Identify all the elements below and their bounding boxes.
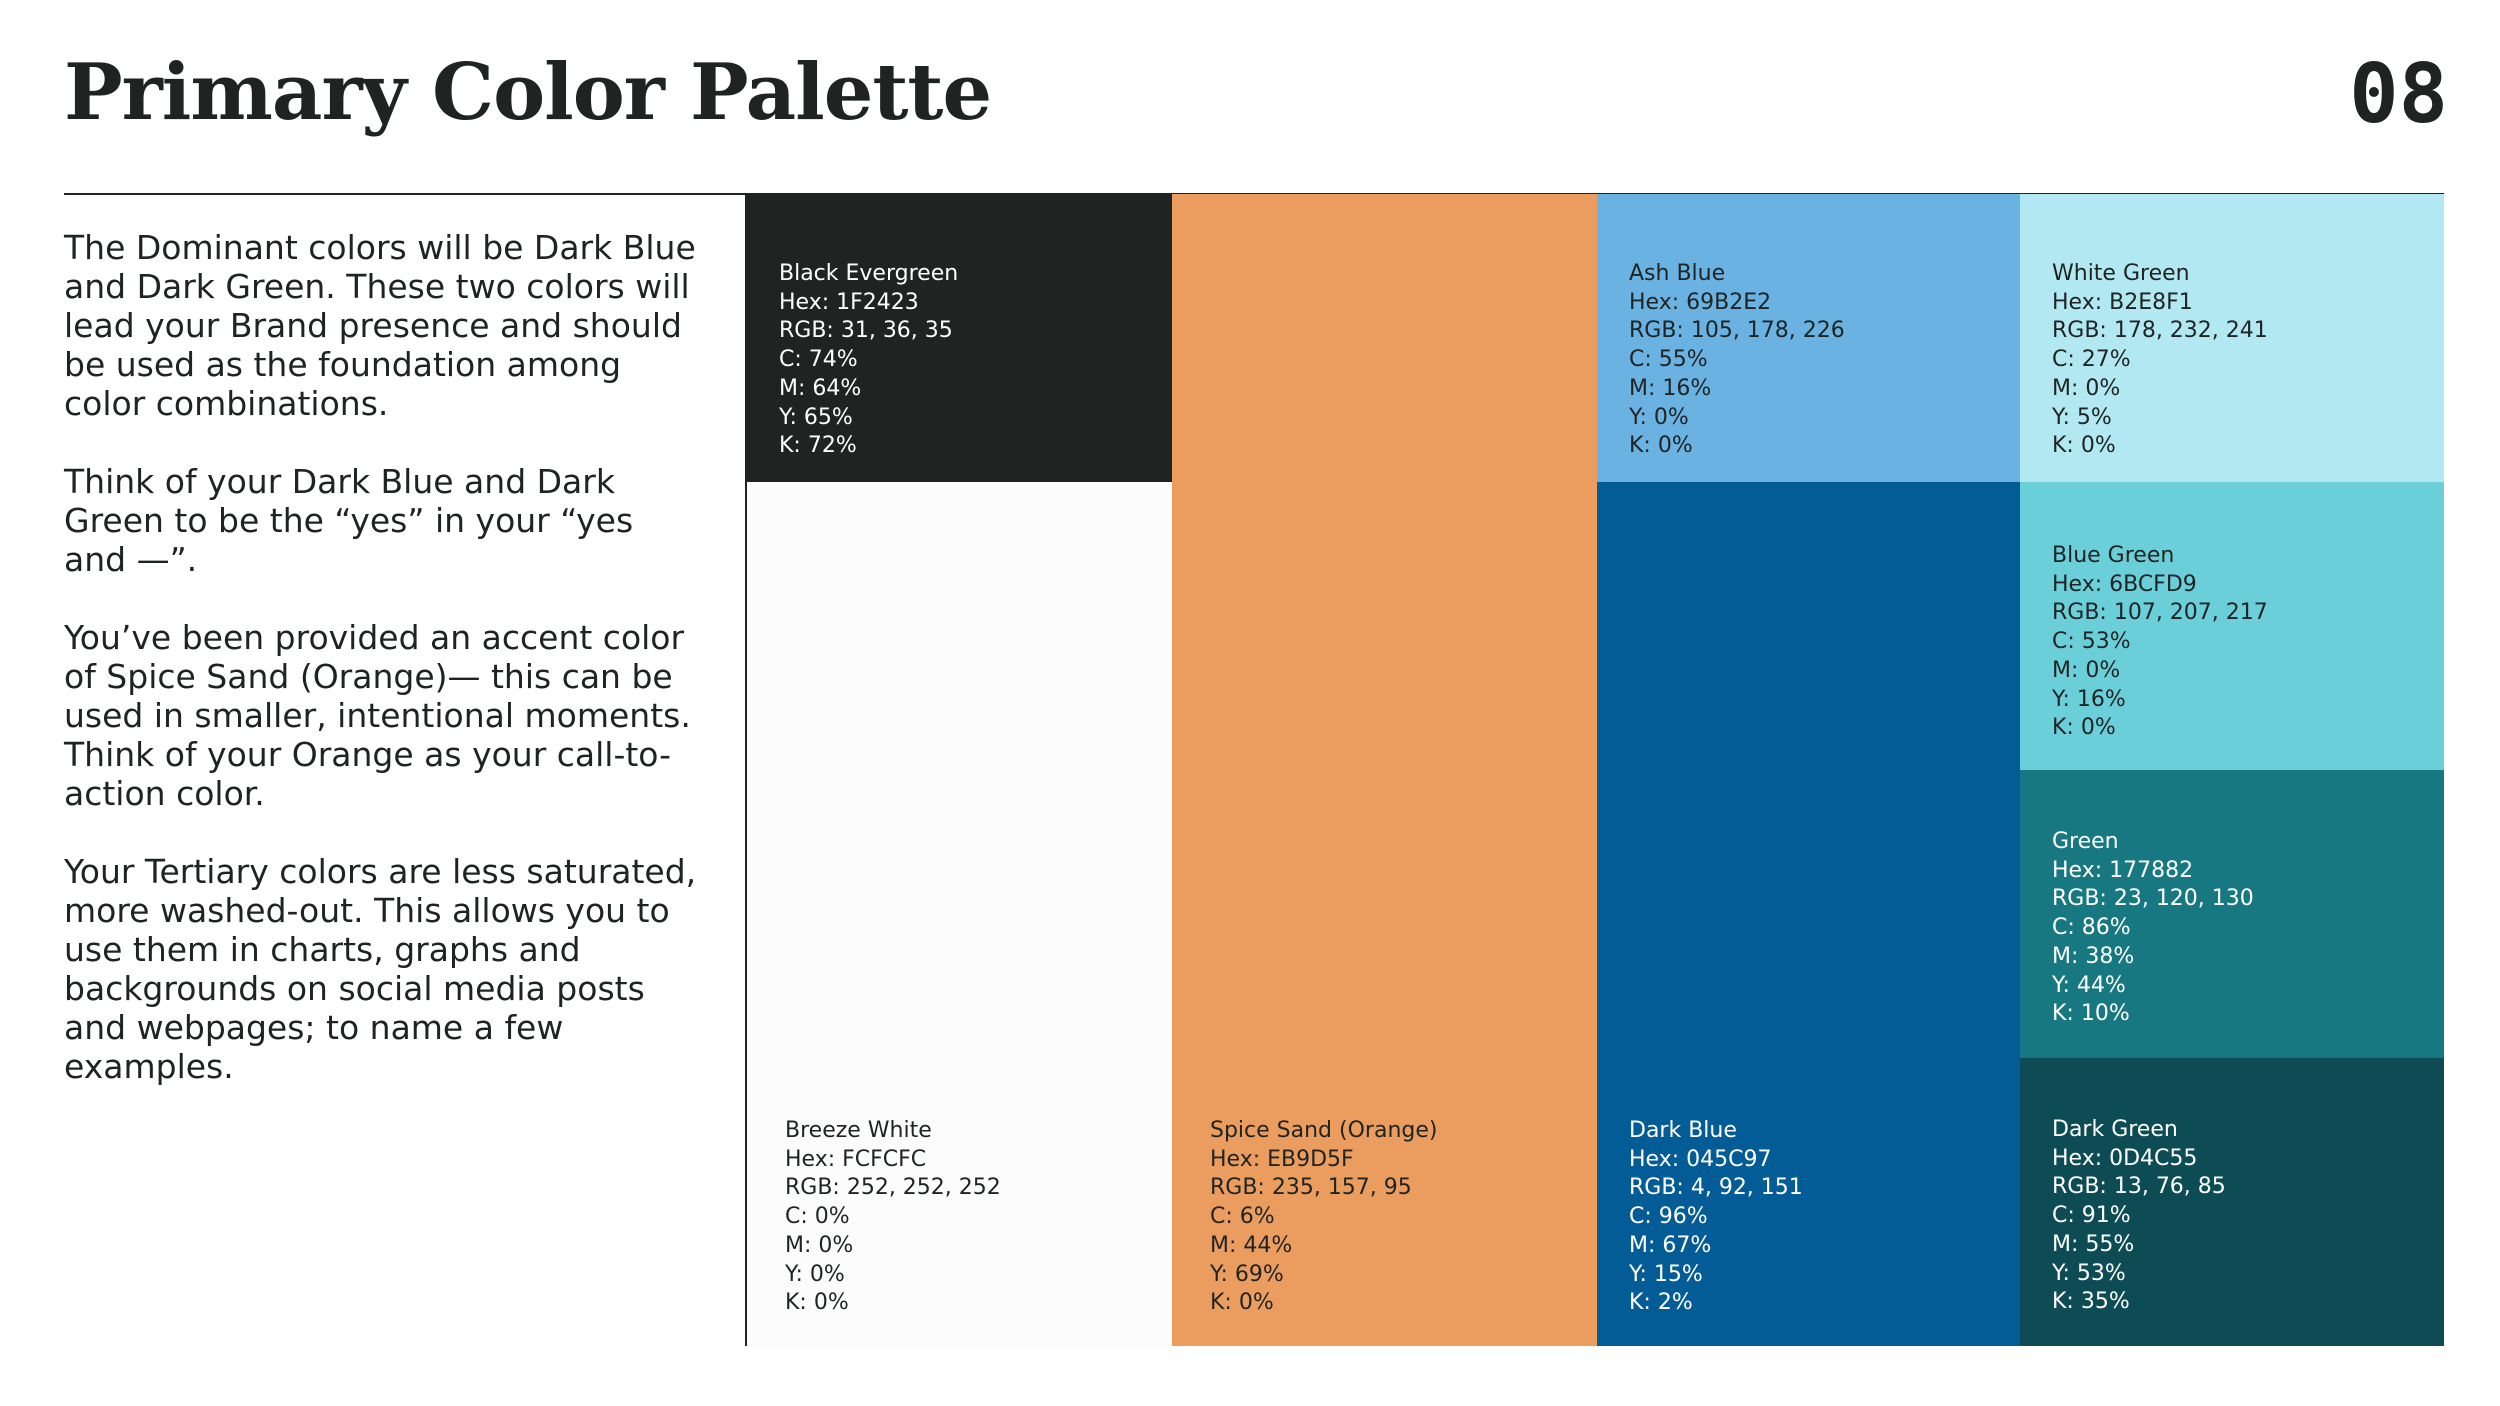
swatch-key: K: 0% [1210, 1290, 1274, 1316]
swatch-key: K: 0% [1629, 433, 1693, 459]
page-title: Primary Color Palette [64, 47, 992, 138]
swatch-cyan: C: 55% [1629, 347, 1708, 373]
intro-text: The Dominant colors will be Dark Blue an… [64, 228, 704, 1125]
intro-paragraph: Think of your Dark Blue and Dark Green t… [64, 462, 634, 579]
swatch-dark-blue: Dark Blue Hex: 045C97 RGB: 4, 92, 151 C:… [1597, 482, 2020, 1346]
swatch-hex: Hex: 177882 [2052, 857, 2194, 883]
swatch-yellow: Y: 16% [2052, 686, 2126, 712]
swatch-name: Blue Green [2052, 543, 2175, 568]
swatch-magenta: M: 0% [785, 1232, 854, 1258]
swatch-yellow: Y: 5% [2052, 404, 2112, 430]
swatch-magenta: M: 55% [2052, 1231, 2135, 1257]
swatch-yellow: Y: 0% [1629, 404, 1689, 430]
swatch-rgb: RGB: 105, 178, 226 [1629, 318, 1845, 344]
swatch-cyan: C: 0% [785, 1204, 850, 1230]
swatch-key: K: 35% [2052, 1289, 2130, 1315]
swatch-white-green: White Green Hex: B2E8F1 RGB: 178, 232, 2… [2020, 194, 2444, 482]
swatch-key: K: 0% [2052, 433, 2116, 459]
swatch-ash-blue: Ash Blue Hex: 69B2E2 RGB: 105, 178, 226 … [1597, 194, 2020, 482]
swatch-yellow: Y: 53% [2052, 1260, 2126, 1286]
swatch-black-evergreen: Black Evergreen Hex: 1F2423 RGB: 31, 36,… [747, 194, 1172, 482]
swatch-magenta: M: 0% [2052, 657, 2121, 683]
swatch-magenta: M: 44% [1210, 1232, 1293, 1258]
swatch-magenta: M: 38% [2052, 943, 2135, 969]
swatch-rgb: RGB: 235, 157, 95 [1210, 1175, 1412, 1201]
swatch-key: K: 72% [779, 433, 857, 459]
swatch-yellow: Y: 65% [779, 404, 853, 430]
intro-paragraph: You’ve been provided an accent color of … [64, 618, 691, 813]
swatch-hex: Hex: 6BCFD9 [2052, 571, 2197, 597]
swatch-hex: Hex: 045C97 [1629, 1146, 1772, 1172]
swatch-rgb: RGB: 13, 76, 85 [2052, 1174, 2226, 1200]
swatch-hex: Hex: B2E8F1 [2052, 289, 2193, 315]
swatch-cyan: C: 91% [2052, 1203, 2131, 1229]
swatch-dark-green: Dark Green Hex: 0D4C55 RGB: 13, 76, 85 C… [2020, 1058, 2444, 1346]
swatch-rgb: RGB: 178, 232, 241 [2052, 318, 2268, 344]
swatch-cyan: C: 96% [1629, 1204, 1708, 1230]
swatch-cyan: C: 53% [2052, 629, 2131, 655]
swatch-key: K: 2% [1629, 1290, 1693, 1316]
swatch-name: Spice Sand (Orange) [1210, 1118, 1438, 1144]
swatch-cyan: C: 86% [2052, 915, 2131, 941]
swatch-name: Green [2052, 829, 2119, 854]
color-palette-grid: Black Evergreen Hex: 1F2423 RGB: 31, 36,… [747, 194, 2444, 1346]
swatch-yellow: Y: 15% [1629, 1261, 1703, 1287]
swatch-magenta: M: 0% [2052, 375, 2121, 401]
swatch-green: Green Hex: 177882 RGB: 23, 120, 130 C: 8… [2020, 770, 2444, 1058]
swatch-rgb: RGB: 107, 207, 217 [2052, 600, 2268, 626]
swatch-cyan: C: 27% [2052, 347, 2131, 373]
intro-paragraph: Your Tertiary colors are less saturated,… [64, 852, 697, 1086]
swatch-yellow: Y: 69% [1210, 1261, 1284, 1287]
swatch-cyan: C: 6% [1210, 1204, 1275, 1230]
swatch-hex: Hex: 69B2E2 [1629, 289, 1772, 315]
swatch-yellow: Y: 44% [2052, 972, 2126, 998]
swatch-key: K: 0% [2052, 715, 2116, 741]
swatch-key: K: 10% [2052, 1001, 2130, 1027]
swatch-rgb: RGB: 252, 252, 252 [785, 1175, 1001, 1201]
swatch-name: Dark Green [2052, 1117, 2178, 1142]
column-divider [745, 194, 747, 1346]
swatch-spice-sand: Spice Sand (Orange) Hex: EB9D5F RGB: 235… [1172, 194, 1597, 1346]
page-number: 08 [2349, 47, 2448, 142]
swatch-hex: Hex: FCFCFC [785, 1146, 927, 1172]
swatch-name: Dark Blue [1629, 1118, 1737, 1144]
swatch-rgb: RGB: 4, 92, 151 [1629, 1175, 1803, 1201]
swatch-hex: Hex: EB9D5F [1210, 1146, 1354, 1172]
swatch-rgb: RGB: 31, 36, 35 [779, 318, 953, 344]
swatch-breeze-white: Breeze White Hex: FCFCFC RGB: 252, 252, … [747, 482, 1172, 1346]
swatch-name: Ash Blue [1629, 261, 1726, 286]
swatch-key: K: 0% [785, 1290, 849, 1316]
swatch-hex: Hex: 1F2423 [779, 289, 919, 315]
swatch-rgb: RGB: 23, 120, 130 [2052, 886, 2254, 912]
swatch-magenta: M: 64% [779, 375, 862, 401]
swatch-magenta: M: 67% [1629, 1232, 1712, 1258]
swatch-yellow: Y: 0% [785, 1261, 845, 1287]
swatch-name: Black Evergreen [779, 261, 959, 286]
swatch-name: Breeze White [785, 1118, 932, 1144]
swatch-blue-green: Blue Green Hex: 6BCFD9 RGB: 107, 207, 21… [2020, 482, 2444, 770]
intro-paragraph: The Dominant colors will be Dark Blue an… [64, 228, 696, 423]
swatch-cyan: C: 74% [779, 347, 858, 373]
swatch-name: White Green [2052, 261, 2190, 286]
swatch-hex: Hex: 0D4C55 [2052, 1145, 2198, 1171]
swatch-magenta: M: 16% [1629, 375, 1712, 401]
